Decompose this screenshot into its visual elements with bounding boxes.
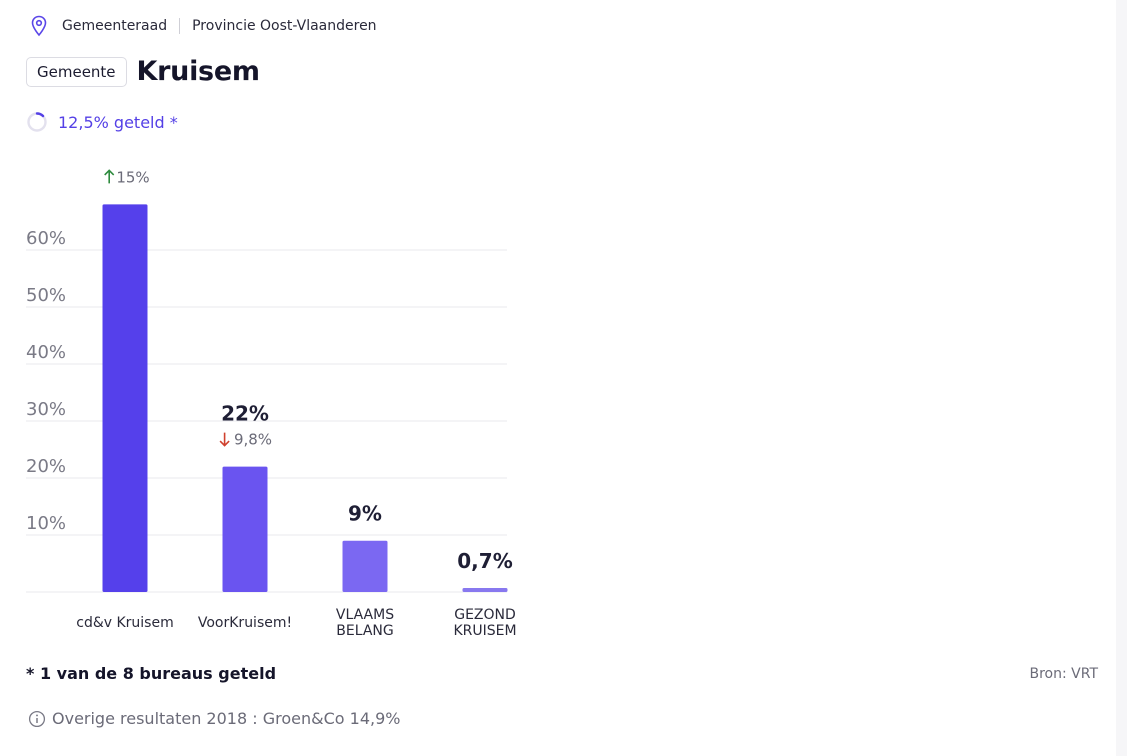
- value-label: 0,7%: [457, 549, 512, 573]
- breadcrumb-province[interactable]: Provincie Oost-Vlaanderen: [192, 18, 377, 34]
- municipality-tag: Gemeente: [26, 56, 127, 87]
- other-results-label: Overige resultaten 2018 : Groen&Co 14,9%: [52, 709, 401, 728]
- change-label: 15%: [116, 168, 149, 186]
- y-tick-label: 60%: [26, 228, 66, 249]
- progress-ring-icon: [27, 112, 47, 132]
- category-label: VoorKruisem!: [198, 615, 292, 631]
- category-label: GEZOND KRUISEM: [453, 607, 516, 639]
- breadcrumb-level[interactable]: Gemeenteraad: [62, 18, 168, 34]
- right-edge-strip: [1116, 0, 1127, 756]
- bar: [342, 540, 388, 592]
- arrow-down-icon: [219, 432, 230, 447]
- value-label: 22%: [221, 402, 269, 426]
- change-indicator: 9,8%: [219, 431, 272, 449]
- page-title: Kruisem: [136, 56, 260, 87]
- bar: [462, 588, 508, 592]
- info-icon: [28, 710, 46, 727]
- category-label: VLAAMS BELANG: [336, 607, 394, 639]
- location-pin-icon: [30, 15, 48, 37]
- count-progress: 12,5% geteld *: [26, 111, 178, 133]
- bar: [102, 204, 148, 592]
- breadcrumb-separator: [179, 18, 181, 34]
- count-progress-label: 12,5% geteld *: [58, 112, 178, 132]
- counted-footnote: * 1 van de 8 bureaus geteld: [26, 664, 277, 683]
- value-label: 9%: [348, 502, 382, 526]
- breadcrumb: Gemeenteraad Provincie Oost-Vlaanderen: [30, 14, 377, 38]
- other-results: Overige resultaten 2018 : Groen&Co 14,9%: [28, 709, 400, 728]
- results-bar-chart: 10% 20% 30% 40% 50% 60% 15% cd&v Kruisem 9,8% 22%…: [26, 168, 517, 639]
- category-label: cd&v Kruisem: [76, 615, 173, 631]
- y-tick-label: 50%: [26, 285, 66, 306]
- y-tick-label: 40%: [26, 342, 66, 363]
- arrow-up-icon: [104, 169, 115, 184]
- page-header: Gemeente Kruisem: [26, 56, 260, 87]
- bar: [222, 466, 268, 592]
- change-label: 9,8%: [234, 431, 272, 449]
- y-tick-label: 20%: [26, 456, 66, 477]
- change-indicator: 15%: [104, 168, 150, 186]
- y-tick-label: 30%: [26, 399, 66, 420]
- source-label: Bron: VRT: [1029, 666, 1099, 682]
- y-tick-label: 10%: [26, 513, 66, 534]
